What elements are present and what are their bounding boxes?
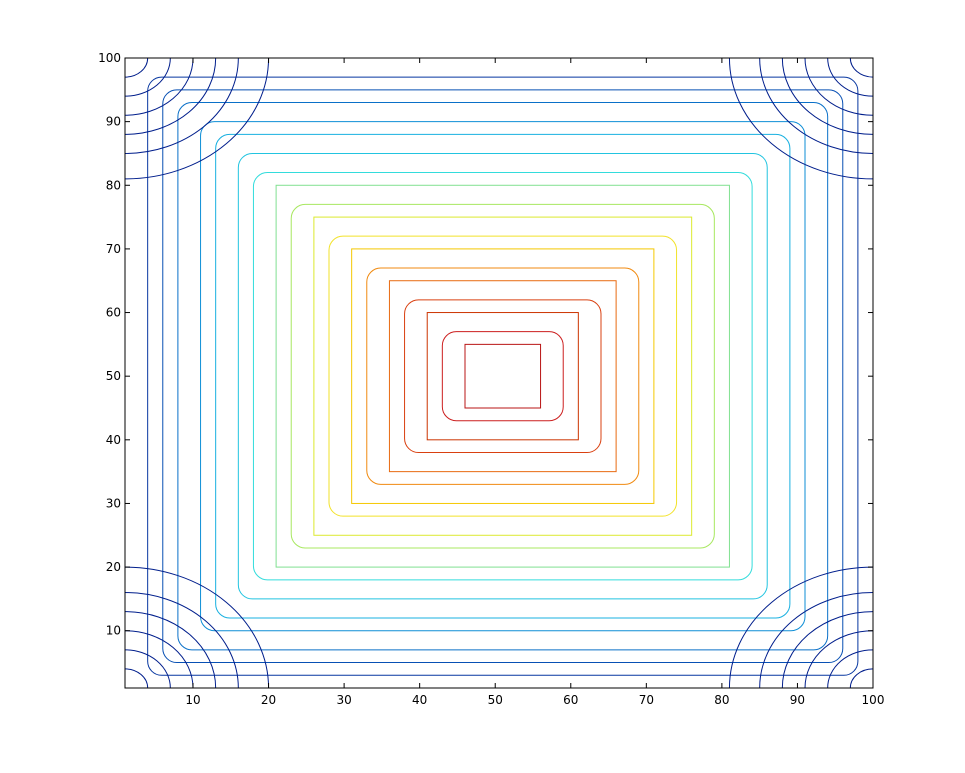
contour-line-16: [177, 102, 829, 651]
x-tick-label: 100: [862, 693, 885, 707]
y-tick-label: 40: [106, 433, 121, 447]
x-tick-label: 50: [488, 693, 503, 707]
y-tick-label: 50: [106, 369, 121, 383]
contour-line-3: [426, 312, 579, 441]
y-tick-label: 10: [106, 624, 121, 638]
x-tick-label: 30: [336, 693, 351, 707]
axis-tick-labels: 10 20 30 40 50 60 70 80 90 100 10 20 30 40 50 60 70 80 90 1…: [98, 51, 884, 707]
contour-line-6: [366, 267, 640, 485]
contour-line-5: [388, 280, 617, 473]
contour-line-9: [313, 216, 693, 536]
contour-line-10: [290, 203, 715, 549]
x-tick-label: 60: [563, 693, 578, 707]
x-tick-label: 20: [261, 693, 276, 707]
contour-line-15: [200, 121, 806, 632]
x-tick-label: 80: [714, 693, 729, 707]
contour-line-1: [464, 343, 542, 409]
x-tick-label: 40: [412, 693, 427, 707]
x-tick-label: 10: [185, 693, 200, 707]
y-tick-label: 100: [98, 51, 121, 65]
contour-line-7: [351, 248, 655, 504]
contour-line-11: [275, 184, 730, 568]
contour-line-12: [252, 172, 753, 581]
plot-background: [125, 58, 873, 688]
contour-line-14: [215, 133, 791, 619]
contour-line-2: [441, 331, 564, 422]
y-tick-label: 30: [106, 496, 121, 510]
y-tick-label: 80: [106, 178, 121, 192]
contour-line-18: [147, 76, 859, 676]
contour-line-4: [404, 299, 602, 454]
x-tick-label: 90: [790, 693, 805, 707]
plot-frame: [124, 57, 874, 689]
x-tick-label: 70: [639, 693, 654, 707]
y-tick-label: 70: [106, 242, 121, 256]
contour-line-17: [162, 89, 844, 664]
y-tick-label: 60: [106, 306, 121, 320]
contour-line-8: [328, 235, 678, 517]
y-tick-label: 20: [106, 560, 121, 574]
contour-line-13: [237, 152, 768, 600]
y-tick-label: 90: [106, 115, 121, 129]
axis-ticks: [125, 57, 874, 688]
